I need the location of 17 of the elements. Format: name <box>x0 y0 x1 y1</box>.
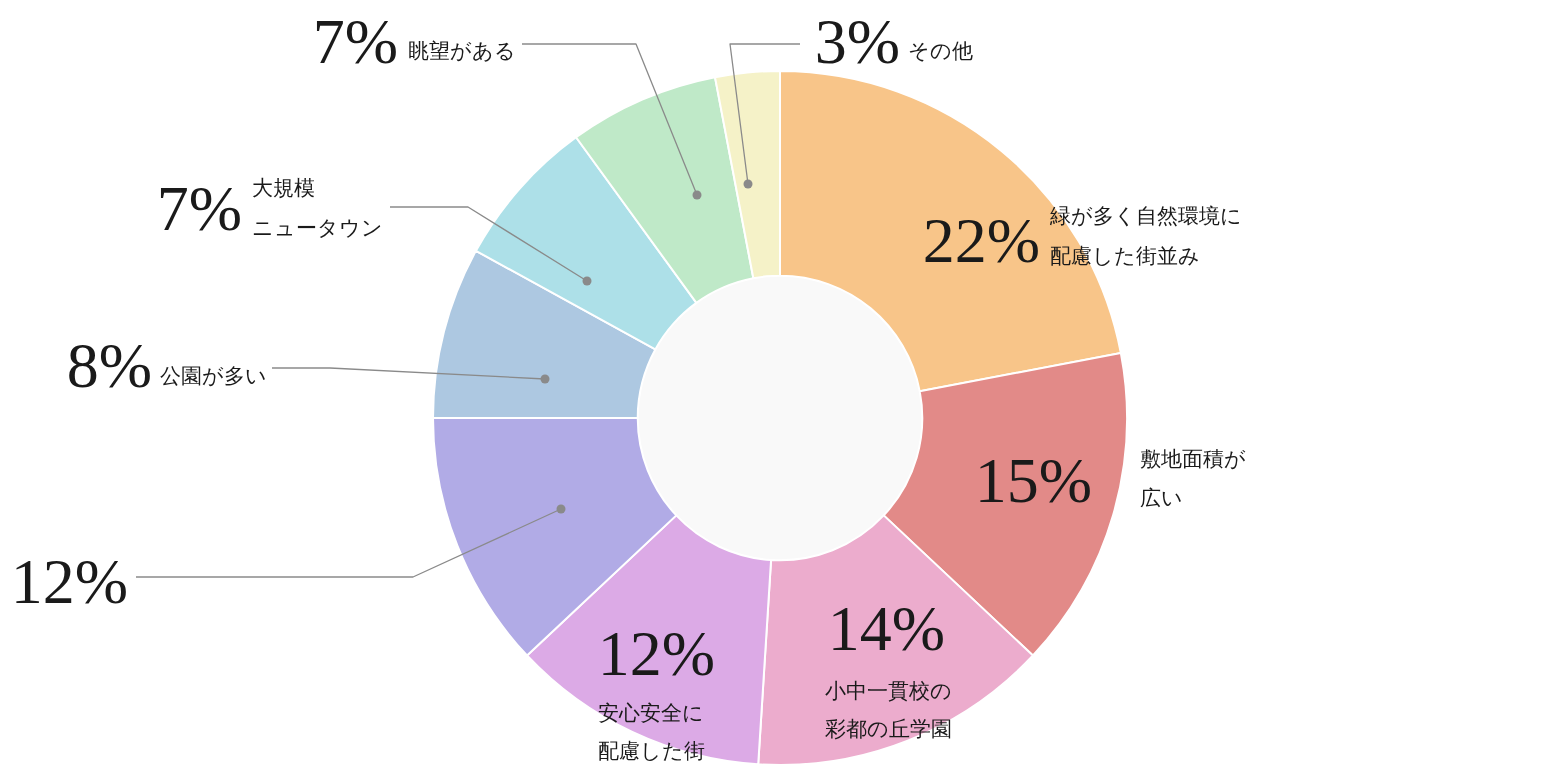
slice-label: その他 <box>908 39 973 64</box>
slice-label: 安心安全に配慮した街 <box>598 701 705 764</box>
slice-label: 緑が多く自然環境に配慮した街並み <box>1049 204 1242 269</box>
slice-label: 大規模ニュータウン <box>252 176 383 241</box>
slice-label: 公園が多い <box>160 364 267 389</box>
slice-label: 眺望がある <box>408 39 516 64</box>
data-label: 22% <box>922 205 1040 276</box>
slice-label: 小中一貫校の彩都の丘学園 <box>825 679 952 742</box>
data-label: 12% <box>10 546 128 617</box>
data-label: 14% <box>827 593 945 664</box>
data-label: 7% <box>312 6 398 77</box>
data-label: 3% <box>814 6 900 77</box>
data-label: 15% <box>974 445 1092 516</box>
data-label: 12% <box>597 618 715 689</box>
data-label: 8% <box>66 330 152 401</box>
data-label: 7% <box>156 173 242 244</box>
slice-label: 敷地面積が広い <box>1140 447 1246 511</box>
